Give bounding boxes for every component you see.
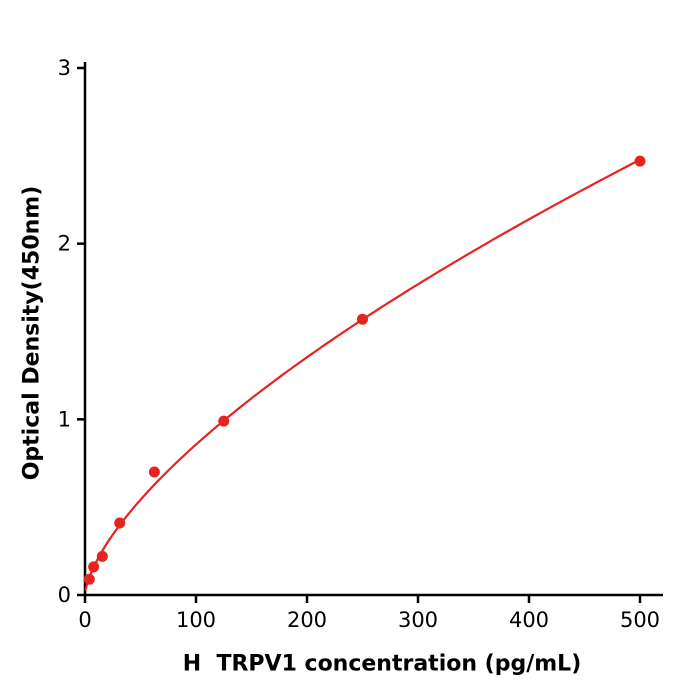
y-tick-label: 0 — [58, 583, 71, 607]
axis-spines — [83, 62, 663, 597]
data-point — [96, 550, 108, 562]
x-tick-label: 200 — [287, 608, 327, 632]
data-point — [114, 517, 126, 529]
y-tick-label: 1 — [58, 407, 71, 431]
x-tick-label: 0 — [78, 608, 91, 632]
x-tick-label: 300 — [398, 608, 438, 632]
data-point — [634, 155, 646, 167]
data-point — [218, 415, 230, 427]
data-point — [83, 573, 95, 585]
data-point — [357, 313, 368, 325]
y-tick-label: 3 — [58, 56, 71, 80]
data-point — [148, 466, 160, 478]
y-tick-label: 2 — [58, 232, 71, 256]
fit-curve — [84, 158, 642, 591]
x-tick-label: 500 — [620, 608, 660, 632]
data-point — [88, 561, 100, 573]
x-tick-label: 400 — [509, 608, 549, 632]
x-tick-label: 100 — [176, 608, 216, 632]
